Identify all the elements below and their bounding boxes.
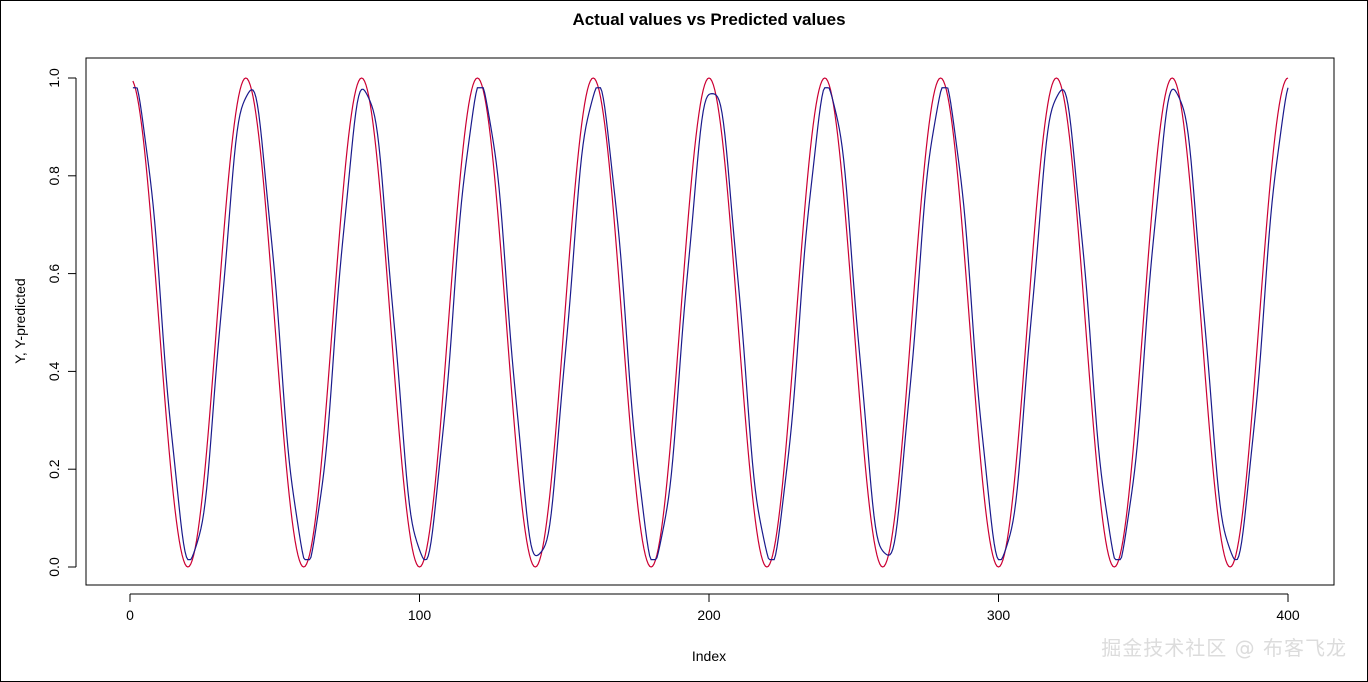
series-line-actual [132,77,1289,568]
x-tick-label: 400 [1276,607,1300,623]
y-tick-label: 0.4 [46,361,62,381]
y-tick-label: 0.0 [46,557,62,577]
y-axis: 0.0 0.2 0.4 0.6 0.8 1.0 [46,68,77,577]
x-axis: 0 100 200 300 400 [126,593,1300,623]
y-tick-label: 0.2 [46,459,62,479]
x-tick-label: 300 [987,607,1011,623]
series-layer [132,77,1289,568]
series-line-predicted [132,87,1289,561]
x-axis-label: Index [692,648,726,664]
x-tick-label: 100 [408,607,432,623]
watermark-text: 掘金技术社区 @ 布客飞龙 [1101,636,1347,660]
x-tick-label: 0 [126,607,134,623]
plot-box [85,57,1335,586]
chart-title: Actual values vs Predicted values [572,10,845,29]
y-axis-label: Y, Y-predicted [12,278,28,363]
x-tick-label: 200 [697,607,721,623]
y-tick-label: 0.6 [46,264,62,284]
y-tick-label: 0.8 [46,166,62,186]
y-tick-label: 1.0 [46,68,62,88]
